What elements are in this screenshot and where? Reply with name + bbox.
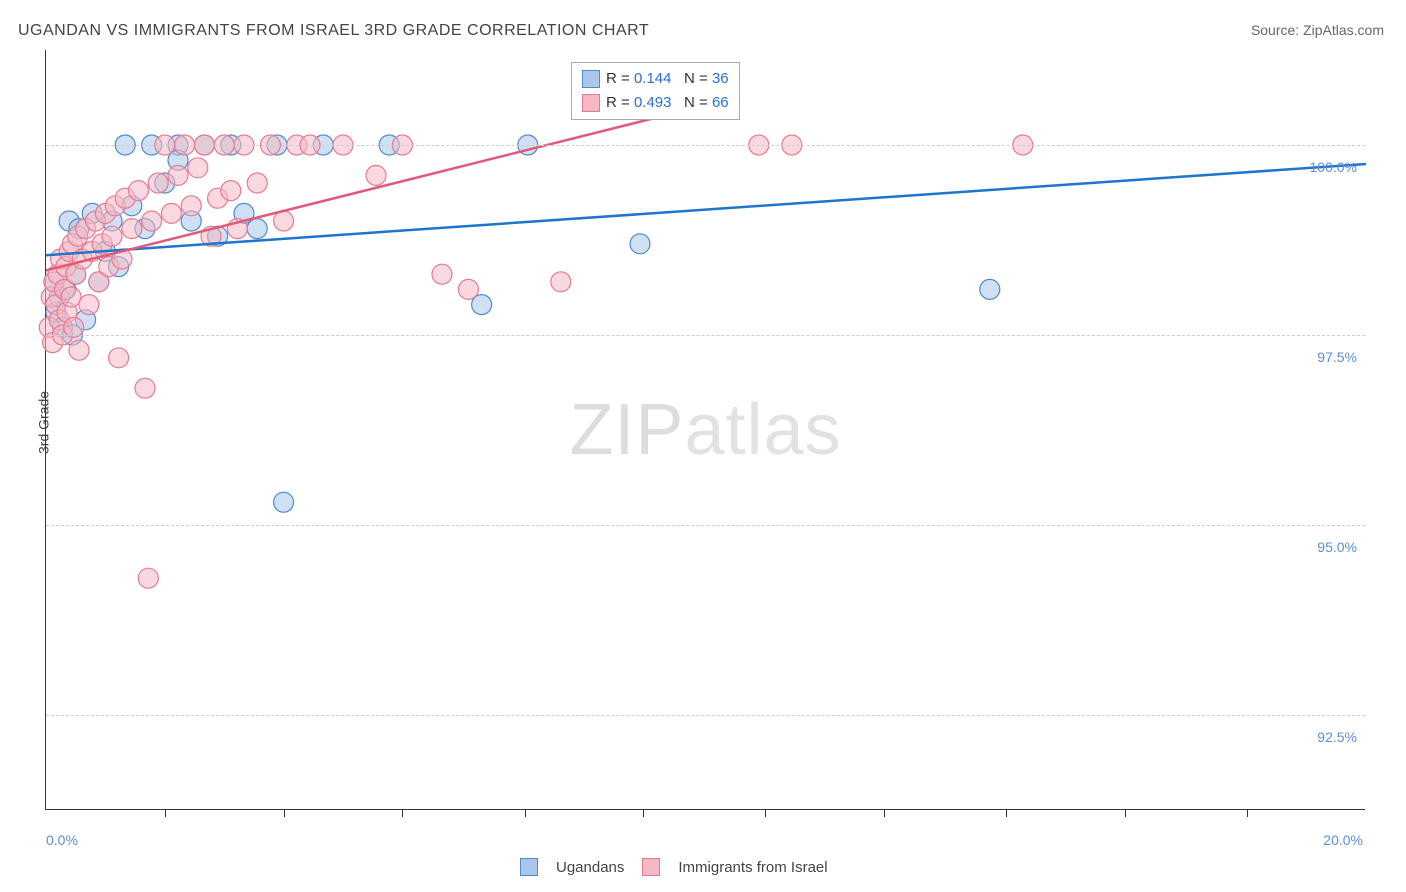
scatter-point <box>122 219 142 239</box>
scatter-point <box>630 234 650 254</box>
legend-stats: R = 0.144 N = 36 <box>606 67 729 91</box>
y-tick-label: 97.5% <box>1317 349 1357 365</box>
scatter-svg <box>46 50 1365 809</box>
scatter-point <box>551 272 571 292</box>
series-legend: Ugandans Immigrants from Israel <box>520 858 828 876</box>
legend-label: Ugandans <box>556 859 624 876</box>
scatter-point <box>247 173 267 193</box>
y-tick-label: 92.5% <box>1317 729 1357 745</box>
legend-label: Immigrants from Israel <box>678 859 827 876</box>
x-tick-label: 0.0% <box>46 832 78 848</box>
scatter-point <box>102 226 122 246</box>
x-tick-label: 20.0% <box>1323 832 1363 848</box>
scatter-point <box>366 165 386 185</box>
legend-swatch <box>520 858 538 876</box>
plot-area: ZIPatlas R = 0.144 N = 36R = 0.493 N = 6… <box>45 50 1365 810</box>
legend-swatch <box>642 858 660 876</box>
scatter-point <box>458 279 478 299</box>
chart-title: UGANDAN VS IMMIGRANTS FROM ISRAEL 3RD GR… <box>18 22 649 40</box>
scatter-point <box>247 219 267 239</box>
scatter-point <box>135 378 155 398</box>
scatter-point <box>69 340 89 360</box>
scatter-point <box>79 295 99 315</box>
scatter-point <box>274 211 294 231</box>
scatter-point <box>168 165 188 185</box>
legend-row: R = 0.493 N = 66 <box>582 91 729 115</box>
scatter-point <box>221 181 241 201</box>
correlation-legend: R = 0.144 N = 36R = 0.493 N = 66 <box>571 62 740 120</box>
legend-row: R = 0.144 N = 36 <box>582 67 729 91</box>
scatter-point <box>432 264 452 284</box>
scatter-point <box>61 287 81 307</box>
y-tick-label: 95.0% <box>1317 539 1357 555</box>
scatter-point <box>138 568 158 588</box>
source-label: Source: ZipAtlas.com <box>1251 22 1384 38</box>
legend-stats: R = 0.493 N = 66 <box>606 91 729 115</box>
scatter-point <box>148 173 168 193</box>
scatter-point <box>188 158 208 178</box>
scatter-point <box>128 181 148 201</box>
scatter-point <box>109 348 129 368</box>
y-tick-label: 100.0% <box>1310 159 1357 175</box>
scatter-point <box>181 196 201 216</box>
scatter-point <box>274 492 294 512</box>
legend-swatch <box>582 70 600 88</box>
scatter-point <box>161 203 181 223</box>
legend-swatch <box>582 94 600 112</box>
scatter-point <box>980 279 1000 299</box>
scatter-point <box>142 211 162 231</box>
